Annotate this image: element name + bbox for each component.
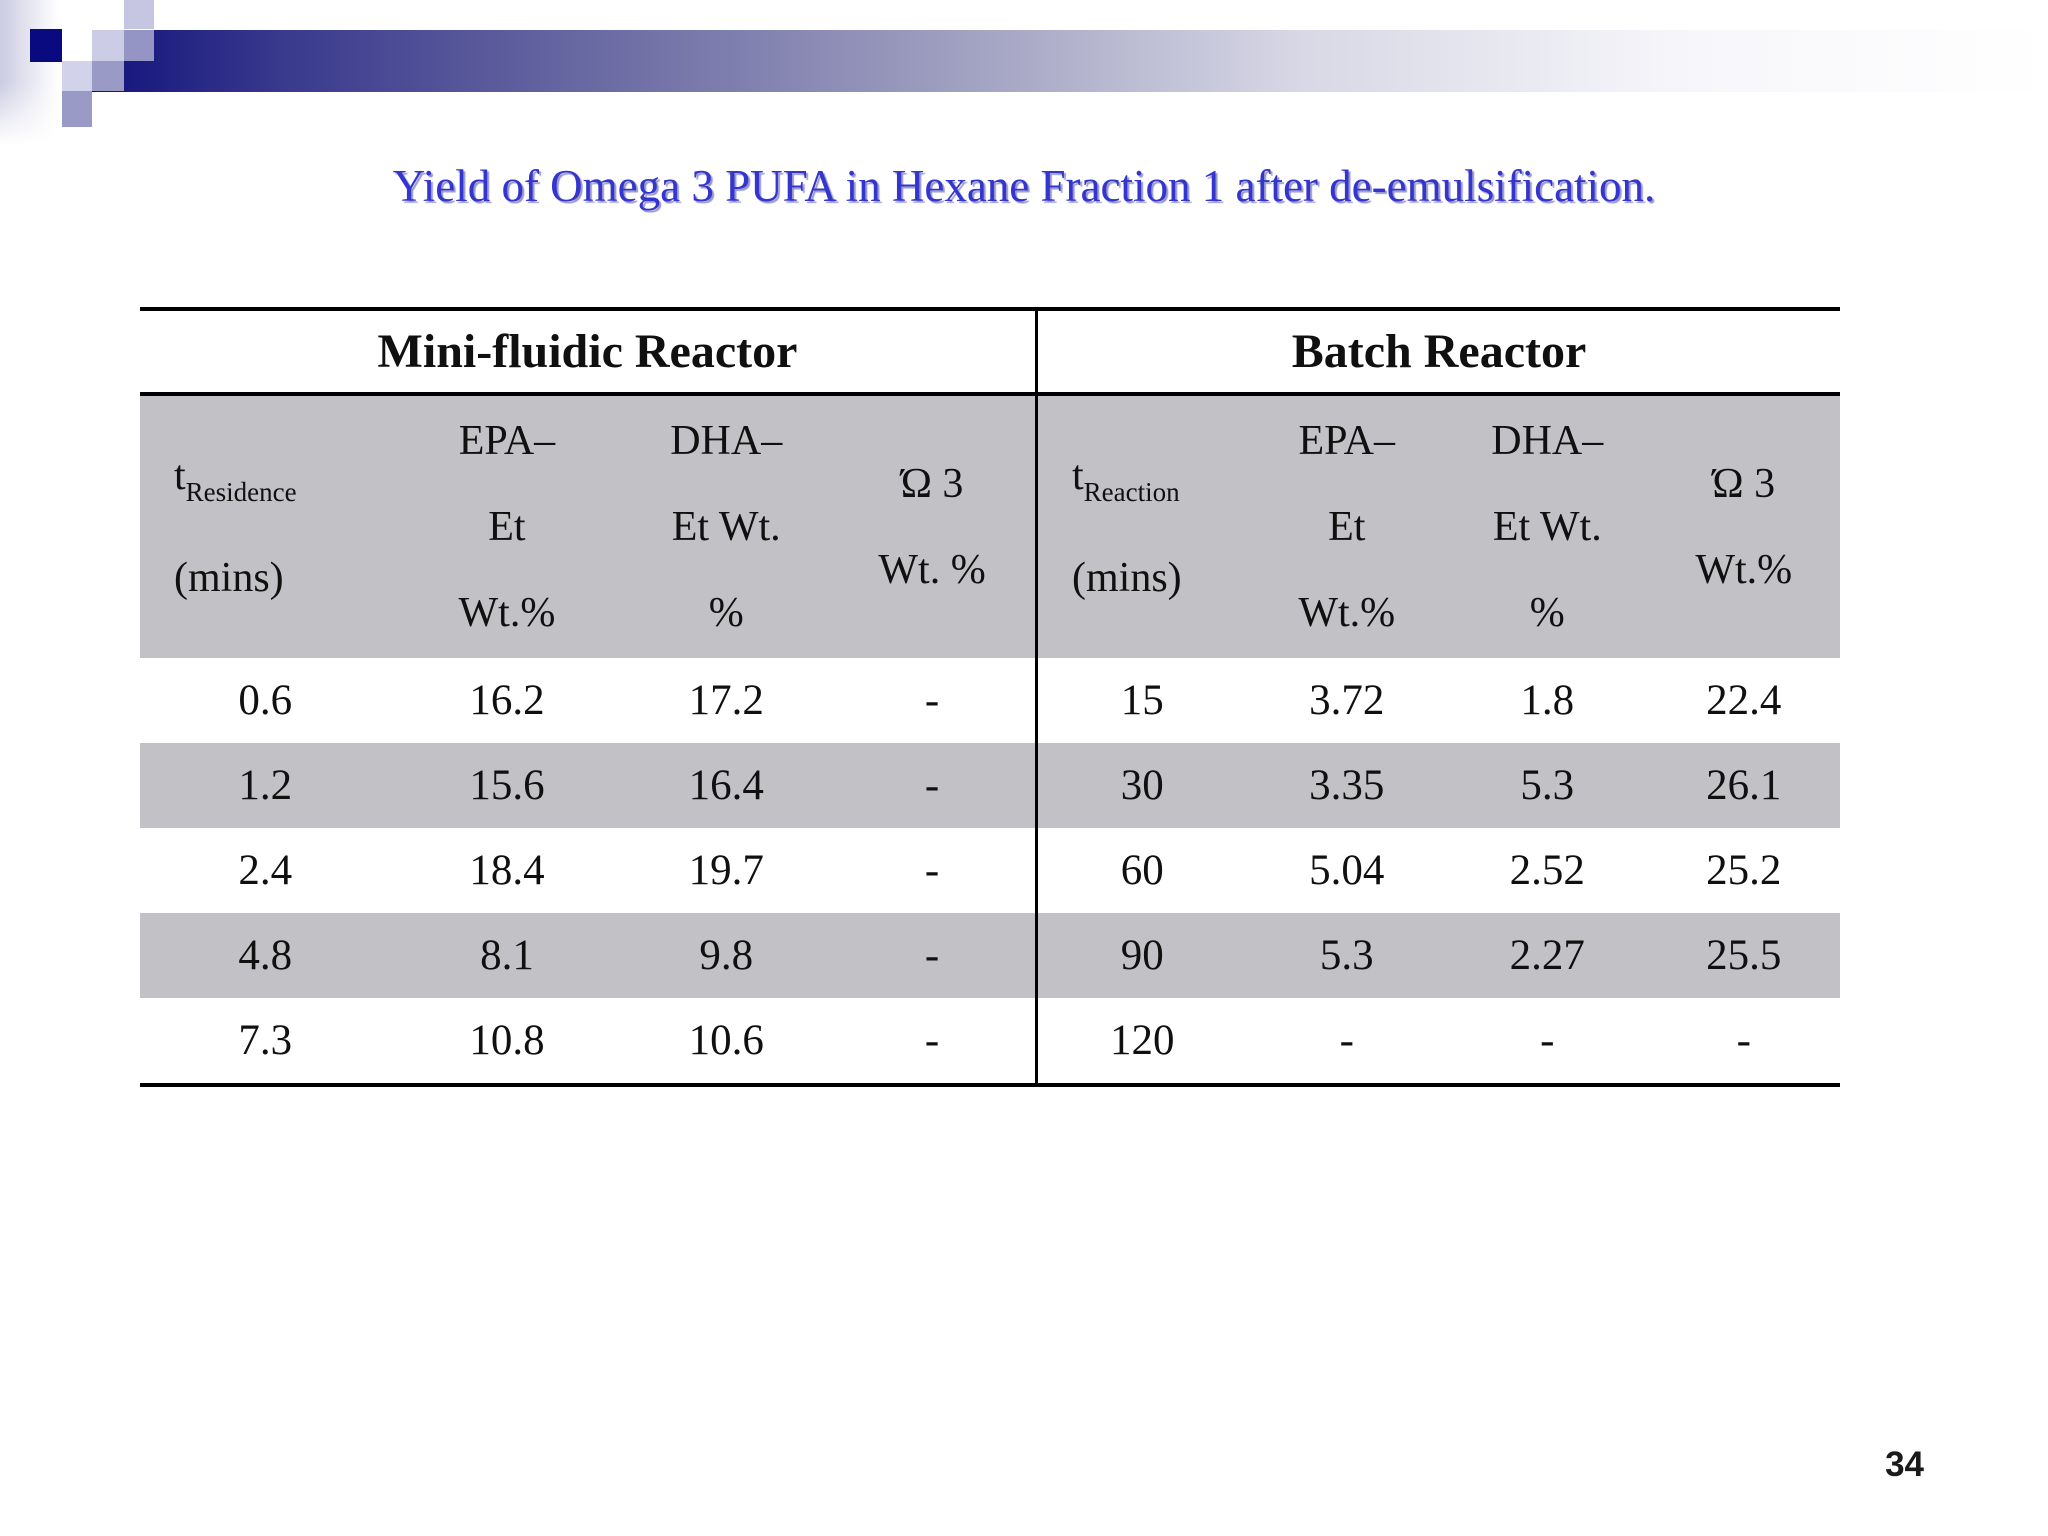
table-cell: 16.4: [688, 762, 764, 809]
table-cell: 5.3: [1520, 762, 1575, 809]
t-residence-line1: tResidence: [174, 453, 297, 507]
slide-title: Yield of Omega 3 PUFA in Hexane Fraction…: [392, 161, 1656, 211]
table-row-half: 4.8 8.1 9.8 -: [140, 913, 1035, 998]
table-cell: 2.27: [1509, 932, 1585, 979]
decor-left-gradient-strip: [0, 0, 58, 150]
left-column-headers: tResidence (mins) EPA– Et Wt.% DHA– Et W…: [140, 396, 1035, 658]
table-cell: -: [924, 762, 940, 809]
table-cell: -: [924, 847, 940, 894]
table-row-half: 7.3 10.8 10.6 -: [140, 998, 1035, 1083]
table-row-half: 2.4 18.4 19.7 -: [140, 828, 1035, 913]
batch-reactor-header: Batch Reactor: [1035, 311, 1840, 392]
table-cell: -: [1736, 1017, 1751, 1064]
table-cell: 30: [1120, 762, 1164, 809]
decor-square-navy: [30, 29, 62, 62]
table-cell: 3.35: [1309, 762, 1385, 809]
decor-banner-bar: [92, 30, 2048, 92]
table-row-half: 30 3.35 5.3 26.1: [1035, 743, 1840, 828]
table-cell: 1.2: [238, 762, 293, 809]
decor-square-light: [92, 30, 124, 61]
table-cell: -: [924, 932, 940, 979]
table-cell: 22.4: [1706, 677, 1782, 724]
right-column-headers: tReaction (mins) EPA– Et Wt.% DHA– Et Wt…: [1035, 396, 1840, 658]
t-reaction-line2: (mins): [1072, 555, 1182, 601]
table-row: 4.8 8.1 9.8 - 90 5.3 2.27 25.5: [140, 913, 1840, 998]
decor-square-medium-lower: [92, 61, 124, 91]
col-header-epa-right: EPA– Et Wt.%: [1298, 418, 1396, 636]
table-row: 2.4 18.4 19.7 - 60 5.04 2.52 25.2: [140, 828, 1840, 913]
col-header-dha-left: DHA– Et Wt. %: [670, 418, 783, 636]
col-header-omega-right: Ώ 3 Wt.%: [1695, 461, 1793, 593]
table-cell: 4.8: [238, 932, 293, 979]
table-cell: 60: [1120, 847, 1164, 894]
col-header-t-reaction: tReaction (mins): [1038, 396, 1247, 658]
table-cell: 18.4: [469, 847, 545, 894]
table-cell: 2.52: [1509, 847, 1585, 894]
table-cell: -: [924, 1017, 940, 1064]
table-cell: 5.3: [1319, 932, 1374, 979]
table-body: 0.6 16.2 17.2-15 3.72 1.8 22.4 1.2 15.6 16.4-30 3…: [140, 658, 1840, 1083]
col-header-epa-left: EPA– Et Wt.%: [458, 418, 556, 636]
decor-square-medium: [124, 30, 154, 61]
table-row-half: 90 5.3 2.27 25.5: [1035, 913, 1840, 998]
table-cell: -: [1339, 1017, 1354, 1064]
decor-square-medium-bottom: [62, 91, 92, 127]
table-cell: 2.4: [238, 847, 293, 894]
table-cell: 10.6: [688, 1017, 764, 1064]
table-cell: 15.6: [469, 762, 545, 809]
table-cell: -: [924, 677, 940, 724]
decor-square-light-lower: [62, 61, 92, 91]
mini-fluidic-reactor-header: Mini-fluidic Reactor: [377, 325, 798, 378]
table-cell: 5.04: [1309, 847, 1385, 894]
table-cell: 90: [1120, 932, 1164, 979]
table-cell: 9.8: [699, 932, 754, 979]
table-row-half: 1.2 15.6 16.4 -: [140, 743, 1035, 828]
table-row: 7.3 10.8 10.6 - 120 - - -: [140, 998, 1840, 1083]
t-residence-line2: (mins): [174, 555, 284, 601]
table-cell: 3.72: [1309, 677, 1385, 724]
table-cell: 25.5: [1706, 932, 1782, 979]
table-cell: 1.8: [1520, 677, 1575, 724]
table-row: 0.6 16.2 17.2 - 15 3.72 1.8 22.4: [140, 658, 1840, 743]
table-row-half: 15 3.72 1.8 22.4: [1035, 658, 1840, 743]
decor-square-light-top: [124, 0, 154, 29]
table-row: 1.2 15.6 16.4 - 30 3.35 5.3 26.1: [140, 743, 1840, 828]
column-header-row: tResidence (mins) EPA– Et Wt.% DHA– Et W…: [140, 396, 1840, 658]
table-cell: 10.8: [469, 1017, 545, 1064]
table-cell: 0.6: [238, 677, 293, 724]
t-reaction-line1: tReaction: [1072, 453, 1180, 507]
col-header-omega-left: Ώ 3 Wt. %: [878, 461, 986, 593]
col-header-t-residence: tResidence (mins): [140, 396, 391, 658]
table-cell: 16.2: [469, 677, 545, 724]
table-cell: 26.1: [1706, 762, 1782, 809]
table-row-half: 120 - - -: [1035, 998, 1840, 1083]
reactor-header-row: Mini-fluidic Reactor Batch Reactor: [140, 311, 1840, 396]
table-cell: 19.7: [688, 847, 764, 894]
table-cell: 8.1: [480, 932, 534, 979]
page-number: 34: [1885, 1445, 1924, 1484]
col-header-dha-right: DHA– Et Wt. %: [1491, 418, 1604, 636]
table-row-half: 0.6 16.2 17.2 -: [140, 658, 1035, 743]
table-cell: 17.2: [688, 677, 764, 724]
table-cell: 7.3: [238, 1017, 293, 1064]
yield-table: Mini-fluidic Reactor Batch Reactor tResi…: [140, 307, 1840, 1087]
table-cell: -: [1540, 1017, 1555, 1064]
table-cell: 120: [1110, 1017, 1175, 1064]
table-cell: 25.2: [1706, 847, 1782, 894]
table-row-half: 60 5.04 2.52 25.2: [1035, 828, 1840, 913]
table-cell: 15: [1120, 677, 1164, 724]
